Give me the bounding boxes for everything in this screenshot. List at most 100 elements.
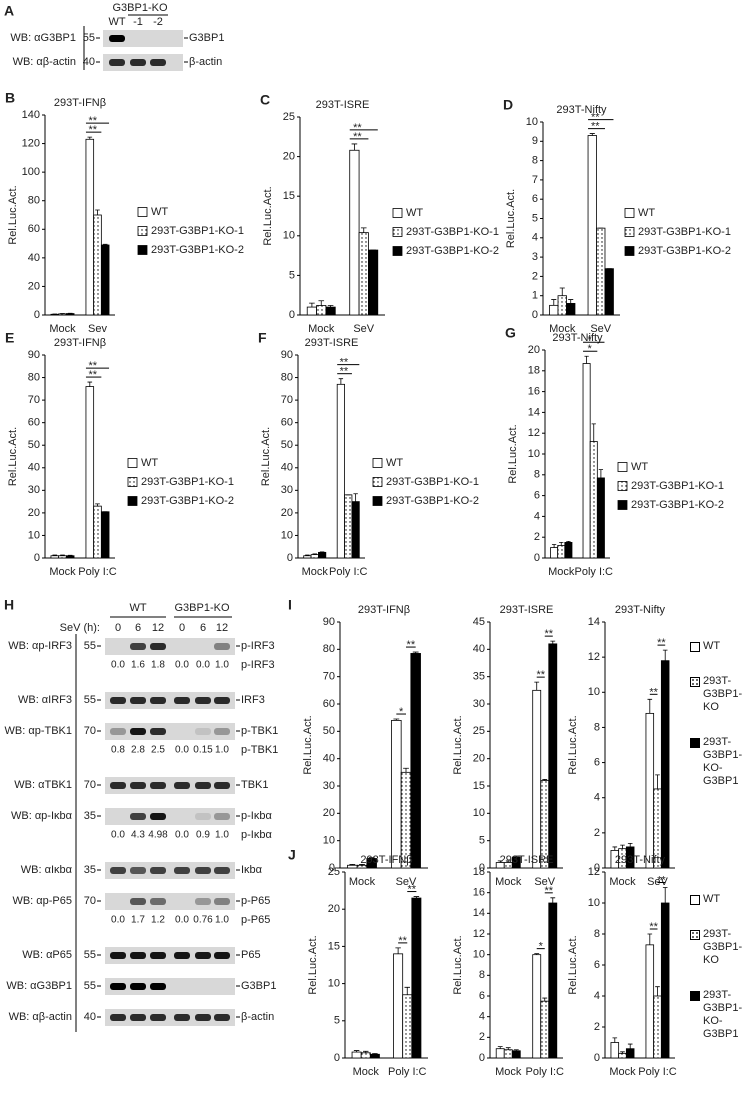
y-tick-label: 2: [532, 270, 538, 282]
y-tick-label: 10: [28, 529, 40, 541]
error-bar: [360, 227, 367, 233]
mw-label: 40: [84, 1011, 96, 1023]
error-bar: [327, 305, 334, 308]
bar: [100, 511, 110, 559]
y-tick-label: 70: [323, 671, 335, 683]
blot-band: [110, 782, 126, 789]
y-tick-label: 30: [28, 484, 40, 496]
blot-strip: [105, 638, 235, 655]
y-tick-label: 6: [532, 193, 538, 205]
y-tick-label: 25: [473, 725, 485, 737]
quant-value: 1.8: [151, 660, 165, 671]
mw-label: 55: [84, 980, 96, 992]
error-bar: [568, 299, 574, 304]
y-tick-label: 60: [281, 417, 293, 429]
error-bar: [542, 997, 548, 1002]
band-label: TBK1: [241, 779, 269, 791]
legend-label: WT: [631, 461, 648, 473]
y-tick-label: 60: [28, 417, 40, 429]
bar: [351, 501, 360, 559]
y-tick-label: 10: [526, 116, 538, 128]
y-tick-label: 6: [534, 490, 540, 502]
error-bar: [497, 860, 503, 863]
y-tick-label: 6: [594, 959, 600, 971]
panel-label: F: [258, 330, 267, 346]
bar: [351, 1051, 362, 1059]
y-axis-label: Rel.Luc.Act.: [567, 935, 579, 994]
y-tick-label: 10: [588, 897, 600, 909]
quant-label: p-IRF3: [241, 659, 275, 671]
y-tick-label: 1: [532, 290, 538, 302]
error-bar: [589, 133, 595, 136]
blot-band: [150, 983, 166, 990]
error-bar: [620, 844, 625, 849]
error-bar: [60, 554, 65, 556]
blot-band: [195, 952, 211, 959]
blot-band: [174, 782, 190, 789]
error-bar: [95, 209, 100, 215]
error-bar: [87, 136, 93, 140]
y-tick-label: 4: [534, 510, 540, 522]
x-tick-label: SeV: [647, 876, 668, 888]
blot-band: [130, 983, 146, 990]
y-tick-label: 10: [323, 835, 335, 847]
blot-band: [130, 59, 146, 66]
y-tick-label: 18: [528, 365, 540, 377]
y-tick-label: 8: [479, 969, 485, 981]
error-bar: [403, 767, 409, 773]
blot-band: [214, 1014, 230, 1021]
blot-band: [214, 728, 230, 735]
y-tick-label: 50: [281, 439, 293, 451]
bar: [410, 653, 421, 869]
y-tick-label: 60: [28, 223, 40, 235]
bar: [660, 902, 670, 1059]
legend-label: WT: [703, 893, 721, 905]
error-bar: [559, 287, 565, 296]
y-tick-label: 0: [594, 862, 600, 874]
y-tick-label: 8: [594, 928, 600, 940]
quant-value: 0.76: [193, 915, 213, 926]
error-bar: [368, 857, 375, 859]
y-tick-label: 0: [594, 1052, 600, 1064]
error-bar: [647, 698, 653, 714]
x-tick-label: Poly I:C: [638, 1066, 677, 1078]
bar: [310, 554, 319, 559]
legend-swatch: [617, 462, 628, 472]
legend: WT 293T-G3BP1-KO 293T-G3BP1-KO-G3BP1: [690, 893, 748, 1063]
chart-title: 293T-IFNβ: [54, 97, 106, 109]
y-tick-label: 40: [281, 462, 293, 474]
panel-label: C: [260, 92, 270, 108]
blot-band: [109, 59, 125, 66]
bar: [360, 1052, 371, 1059]
blot-band: [195, 813, 211, 820]
quant-value: 1.2: [151, 915, 165, 926]
antibody-label: WB: αβ-actin: [13, 56, 76, 68]
blot-strip: [105, 723, 235, 740]
x-tick-label: Mock: [49, 323, 76, 335]
y-tick-label: 20: [281, 507, 293, 519]
legend-label: 293T-G3BP1-KO-2: [141, 495, 234, 507]
legend-label: WT: [151, 206, 168, 218]
bar: [58, 555, 67, 559]
significance-label: **: [591, 121, 600, 133]
bar: [368, 249, 379, 316]
bar: [391, 720, 402, 869]
bar: [349, 149, 360, 316]
quant-value: 0.0: [175, 830, 189, 841]
mw-label: 55: [84, 694, 96, 706]
lane-label: 0: [115, 622, 121, 634]
error-bar: [551, 299, 557, 306]
y-tick-label: 30: [323, 780, 335, 792]
bar: [325, 306, 336, 316]
y-tick-label: 8: [534, 469, 540, 481]
lane-label: WT: [108, 16, 125, 28]
y-axis-label: Rel.Luc.Act.: [452, 715, 464, 774]
y-tick-label: 20: [528, 344, 540, 356]
legend-swatch: [137, 245, 148, 255]
legend-item: WT: [690, 640, 748, 653]
error-bar: [655, 774, 660, 789]
bar: [58, 313, 67, 316]
group-label: G3BP1-KO: [174, 602, 229, 614]
band-label: p-IRF3: [241, 640, 275, 652]
significance-label: **: [649, 686, 658, 698]
